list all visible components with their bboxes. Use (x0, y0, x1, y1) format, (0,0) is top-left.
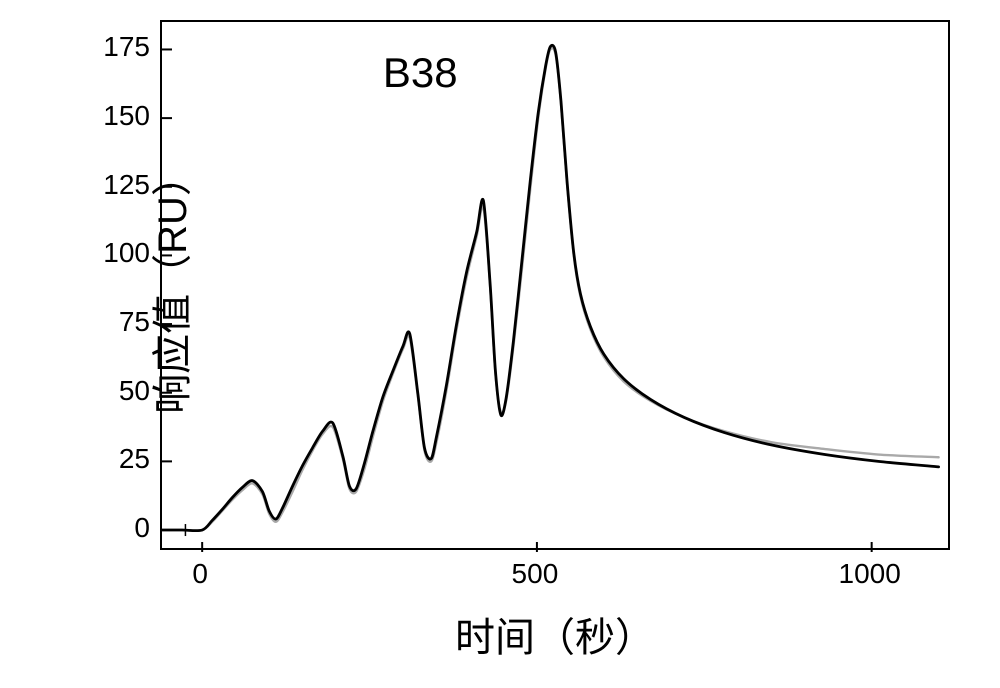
x-tick-label: 1000 (839, 558, 901, 590)
chart-svg (162, 22, 952, 552)
y-tick-label: 25 (95, 443, 150, 475)
series-fit (162, 48, 939, 530)
spr-sensorgram-figure: B38 0255075100125150175 05001000 响应值（RU）… (0, 0, 1000, 688)
y-tick-label: 175 (95, 31, 150, 63)
x-tick-label: 500 (512, 558, 559, 590)
series-measured (162, 45, 939, 530)
plot-area: B38 (160, 20, 950, 550)
y-tick-label: 0 (95, 512, 150, 544)
y-axis-label: 响应值（RU） (140, 156, 198, 414)
y-tick-label: 150 (95, 100, 150, 132)
x-axis-label: 时间（秒） (455, 605, 655, 663)
x-tick-label: 0 (192, 558, 208, 590)
series-label-b38: B38 (383, 49, 458, 97)
